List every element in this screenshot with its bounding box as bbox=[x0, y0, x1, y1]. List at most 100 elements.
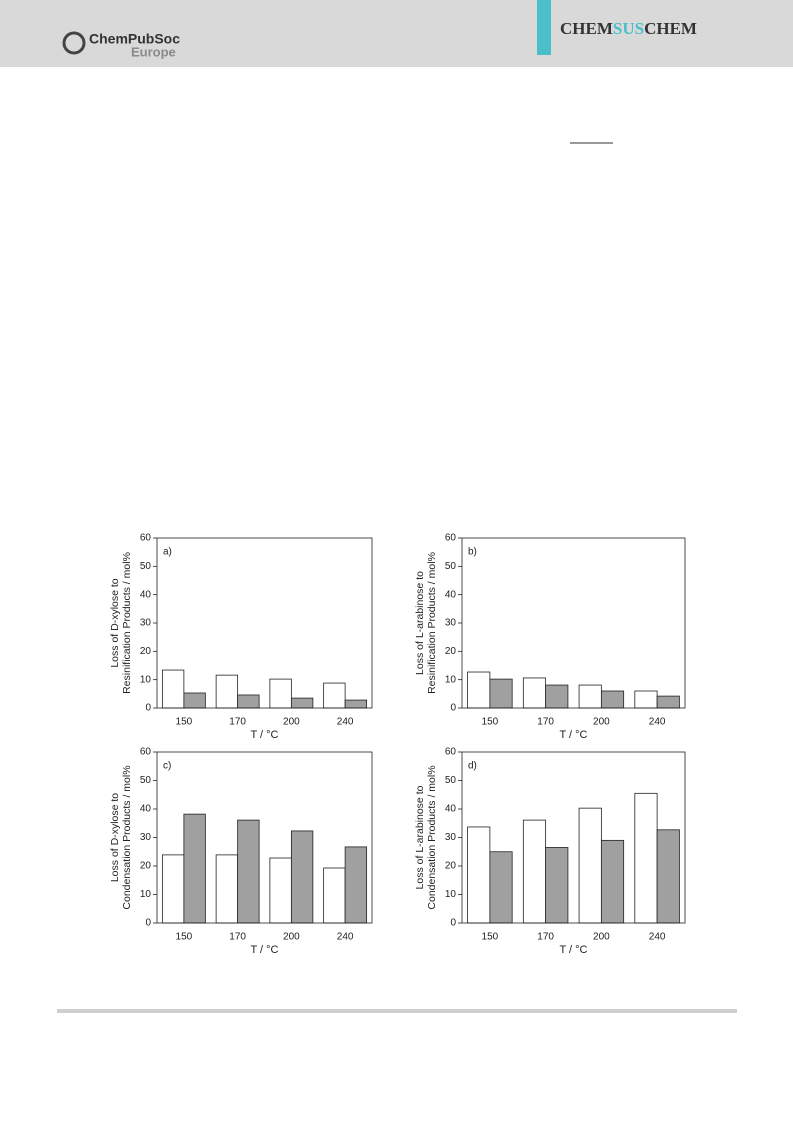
society-name: ChemPubSoc bbox=[89, 31, 180, 47]
y-tick-label: 40 bbox=[140, 804, 152, 815]
bar bbox=[344, 846, 368, 924]
bar bbox=[600, 690, 625, 709]
y-tick-label: 20 bbox=[140, 646, 152, 657]
bar bbox=[344, 699, 368, 709]
bar bbox=[215, 854, 239, 924]
x-tick-label: 200 bbox=[593, 932, 610, 943]
society-logo bbox=[62, 31, 86, 55]
x-tick-label: 200 bbox=[593, 717, 610, 728]
x-tick-label: 200 bbox=[283, 717, 300, 728]
x-tick-label: 150 bbox=[176, 932, 193, 943]
bar bbox=[269, 857, 292, 924]
x-tick-label: 170 bbox=[229, 932, 246, 943]
y-tick-label: 60 bbox=[140, 533, 152, 544]
y-tick-label: 10 bbox=[140, 674, 152, 685]
y-tick-label: 40 bbox=[140, 589, 152, 600]
y-tick-label: 50 bbox=[140, 775, 152, 786]
x-tick-label: 200 bbox=[283, 932, 300, 943]
x-tick-label: 150 bbox=[482, 717, 499, 728]
y-tick-label: 40 bbox=[445, 804, 457, 815]
y-tick-label: 50 bbox=[140, 561, 152, 572]
bar bbox=[269, 678, 292, 709]
x-tick-label: 150 bbox=[176, 717, 193, 728]
journal-part: SUS bbox=[613, 19, 644, 38]
bar bbox=[489, 678, 513, 709]
panel-label: d) bbox=[468, 761, 477, 772]
bar bbox=[290, 830, 314, 924]
journal-part: CHEM bbox=[644, 19, 697, 38]
bar bbox=[600, 839, 625, 924]
plot-frame bbox=[461, 751, 686, 924]
x-axis-label: T / °C bbox=[559, 944, 587, 956]
bar bbox=[161, 669, 185, 709]
y-tick-label: 60 bbox=[445, 747, 457, 758]
bar bbox=[545, 847, 569, 924]
bar bbox=[215, 674, 239, 709]
x-tick-label: 240 bbox=[649, 932, 666, 943]
bar bbox=[578, 807, 602, 924]
y-tick-label: 0 bbox=[450, 703, 456, 714]
panel-label: a) bbox=[163, 547, 172, 558]
x-axis-label: T / °C bbox=[250, 944, 278, 956]
y-tick-label: 50 bbox=[445, 775, 457, 786]
bar bbox=[489, 851, 513, 924]
y-tick-label: 10 bbox=[445, 889, 457, 900]
x-tick-label: 240 bbox=[337, 932, 354, 943]
x-tick-label: 240 bbox=[649, 717, 666, 728]
y-tick-label: 60 bbox=[140, 747, 152, 758]
bar bbox=[522, 819, 547, 924]
bar bbox=[323, 867, 346, 924]
y-axis-label: Resinification Products / mol% bbox=[121, 552, 133, 694]
x-tick-label: 170 bbox=[537, 932, 554, 943]
bar bbox=[237, 694, 260, 709]
y-axis-label: Condensation Products / mol% bbox=[426, 765, 438, 909]
bar bbox=[161, 854, 185, 924]
plot-frame bbox=[156, 751, 373, 924]
bar bbox=[237, 819, 260, 924]
journal-part: CHEM bbox=[560, 19, 613, 38]
y-tick-label: 20 bbox=[445, 861, 457, 872]
journal-name: CHEMSUSCHEM bbox=[560, 19, 697, 38]
bar bbox=[634, 792, 658, 924]
y-tick-label: 10 bbox=[445, 674, 457, 685]
y-tick-label: 0 bbox=[145, 703, 151, 714]
y-tick-label: 20 bbox=[445, 646, 457, 657]
bar bbox=[522, 677, 547, 709]
x-tick-label: 170 bbox=[537, 717, 554, 728]
bar bbox=[290, 697, 314, 709]
y-axis-label: Loss of L-arabinose to bbox=[414, 785, 426, 889]
y-tick-label: 0 bbox=[450, 918, 456, 929]
bar bbox=[578, 684, 602, 709]
y-axis-label: Loss of D-xylose to bbox=[109, 578, 121, 667]
bar bbox=[467, 671, 491, 709]
plot-frame bbox=[156, 537, 373, 709]
y-axis-label: Loss of L-arabinose to bbox=[414, 571, 426, 675]
y-axis-label: Condensation Products / mol% bbox=[121, 765, 133, 909]
journal-mark bbox=[537, 0, 551, 55]
y-tick-label: 30 bbox=[140, 618, 152, 629]
society-region: Europe bbox=[131, 44, 176, 59]
bar bbox=[545, 684, 569, 709]
plot-frame bbox=[461, 537, 686, 709]
x-axis-label: T / °C bbox=[250, 729, 278, 741]
y-tick-label: 10 bbox=[140, 889, 152, 900]
y-tick-label: 50 bbox=[445, 561, 457, 572]
y-tick-label: 0 bbox=[145, 918, 151, 929]
bar bbox=[323, 682, 346, 709]
x-tick-label: 170 bbox=[229, 717, 246, 728]
y-tick-label: 30 bbox=[140, 832, 152, 843]
bar bbox=[634, 690, 658, 709]
bar bbox=[656, 829, 680, 924]
x-tick-label: 150 bbox=[482, 932, 499, 943]
bar bbox=[656, 695, 680, 709]
panel-label: b) bbox=[468, 547, 477, 558]
y-tick-label: 20 bbox=[140, 861, 152, 872]
bar bbox=[183, 692, 206, 709]
y-tick-label: 40 bbox=[445, 589, 457, 600]
y-tick-label: 30 bbox=[445, 832, 457, 843]
y-tick-label: 60 bbox=[445, 533, 457, 544]
bar bbox=[183, 813, 206, 924]
x-tick-label: 240 bbox=[337, 717, 354, 728]
